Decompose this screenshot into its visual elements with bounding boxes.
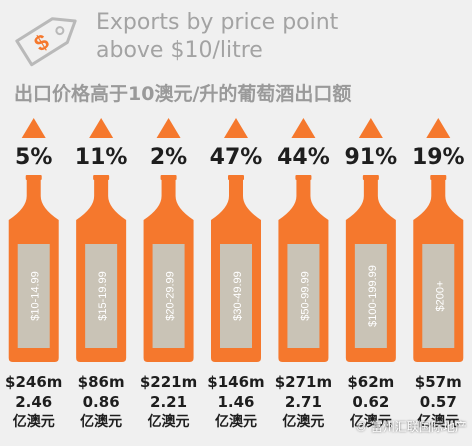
triangle-up-icon: [291, 118, 316, 138]
growth-label: 5%: [15, 145, 53, 170]
watermark: © 富州汇联国际地产: [355, 420, 467, 434]
growth-label: 47%: [209, 145, 263, 170]
growth-label: 11%: [74, 145, 128, 170]
bottle-lip: [295, 175, 312, 180]
category-label: $200+: [434, 281, 446, 312]
category-label: $30-49.99: [232, 271, 244, 321]
export-value-label: $62m: [347, 373, 395, 391]
bottle-lip: [228, 175, 244, 180]
triangle-up-icon: [358, 118, 383, 138]
bottle-lip: [25, 175, 42, 180]
bottle-label-panel: [422, 244, 455, 348]
bottle-label-panel: [85, 244, 118, 348]
export-value-label: $271m: [274, 373, 333, 391]
bottle-lip: [93, 175, 110, 180]
price-tag-icon: $: [15, 17, 77, 67]
growth-label: 19%: [411, 145, 465, 170]
export-value-label: $146m: [207, 373, 265, 391]
chart-title-line2: above $10/litre: [96, 38, 263, 63]
export-value-cn-label: 2.71: [284, 393, 322, 411]
export-value-cn-label: 0.62: [352, 393, 390, 411]
export-value-cn-label: 2.21: [150, 393, 188, 411]
bottle-lip: [160, 175, 177, 180]
export-value-cn-label: 0.86: [82, 393, 120, 411]
triangle-up-icon: [89, 118, 114, 138]
category-label: $50-99.99: [299, 271, 311, 321]
triangle-up-icon: [156, 118, 181, 138]
unit-label: 亿澳元: [147, 414, 190, 430]
chart-title-line1: Exports by price point: [96, 10, 339, 35]
bottle-lip: [362, 175, 379, 180]
unit-label: 亿澳元: [282, 414, 325, 430]
chart-subtitle: 出口价格高于10澳元/升的葡萄酒出口额: [14, 83, 352, 105]
growth-label: 2%: [149, 145, 188, 170]
export-value-label: $86m: [77, 373, 125, 391]
export-value-cn-label: 1.46: [217, 393, 255, 411]
unit-label: 亿澳元: [215, 414, 257, 430]
bottle-label-panel: [17, 244, 50, 348]
triangle-up-icon: [426, 118, 451, 138]
bottle-lip: [430, 175, 447, 180]
export-value-label: $246m: [5, 373, 63, 391]
export-value-cn-label: 0.57: [419, 393, 457, 411]
growth-label: 91%: [344, 145, 398, 170]
bottle-label-panel: [287, 244, 320, 348]
category-label: $10-14.99: [30, 271, 42, 321]
unit-label: 亿澳元: [12, 414, 55, 430]
bottle-label-panel: [220, 244, 252, 348]
category-label: $20-29.99: [165, 271, 177, 321]
export-value-cn-label: 2.46: [15, 393, 53, 411]
category-label: $100-199.99: [367, 265, 379, 327]
export-value-label: $221m: [139, 373, 198, 391]
bottle-label-panel: [354, 244, 387, 348]
growth-label: 44%: [277, 145, 330, 170]
category-label: $15-19.99: [97, 271, 109, 321]
export-value-label: $57m: [414, 373, 462, 391]
triangle-up-icon: [224, 118, 248, 138]
unit-label: 亿澳元: [80, 414, 123, 430]
bottle-label-panel: [152, 244, 185, 348]
unit-label: 亿澳元: [417, 414, 460, 430]
triangle-up-icon: [21, 118, 46, 138]
unit-label: 亿澳元: [349, 414, 392, 430]
